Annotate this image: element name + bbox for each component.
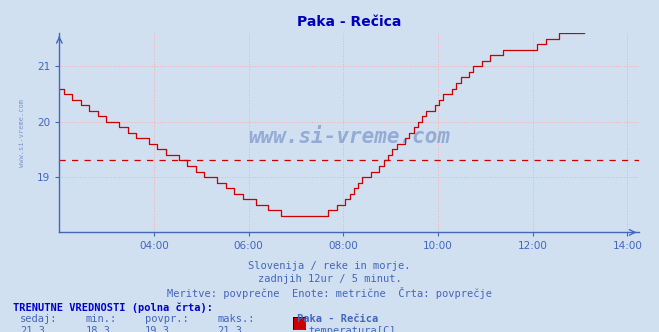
Title: Paka - Rečica: Paka - Rečica [297, 15, 401, 29]
Text: povpr.:: povpr.: [145, 314, 188, 324]
Text: www.si-vreme.com: www.si-vreme.com [248, 127, 450, 147]
Text: sedaj:: sedaj: [20, 314, 57, 324]
Text: TRENUTNE VREDNOSTI (polna črta):: TRENUTNE VREDNOSTI (polna črta): [13, 302, 213, 313]
Text: 21,3: 21,3 [217, 326, 243, 332]
Text: zadnjih 12ur / 5 minut.: zadnjih 12ur / 5 minut. [258, 274, 401, 284]
Text: min.:: min.: [86, 314, 117, 324]
Text: 18,3: 18,3 [86, 326, 111, 332]
Text: temperatura[C]: temperatura[C] [308, 326, 396, 332]
Text: www.si-vreme.com: www.si-vreme.com [18, 99, 24, 167]
Text: Meritve: povprečne  Enote: metrične  Črta: povprečje: Meritve: povprečne Enote: metrične Črta:… [167, 287, 492, 299]
Text: Slovenija / reke in morje.: Slovenija / reke in morje. [248, 261, 411, 271]
Text: 21,3: 21,3 [20, 326, 45, 332]
Text: 19,3: 19,3 [145, 326, 170, 332]
Text: maks.:: maks.: [217, 314, 255, 324]
Text: Paka - Rečica: Paka - Rečica [297, 314, 378, 324]
